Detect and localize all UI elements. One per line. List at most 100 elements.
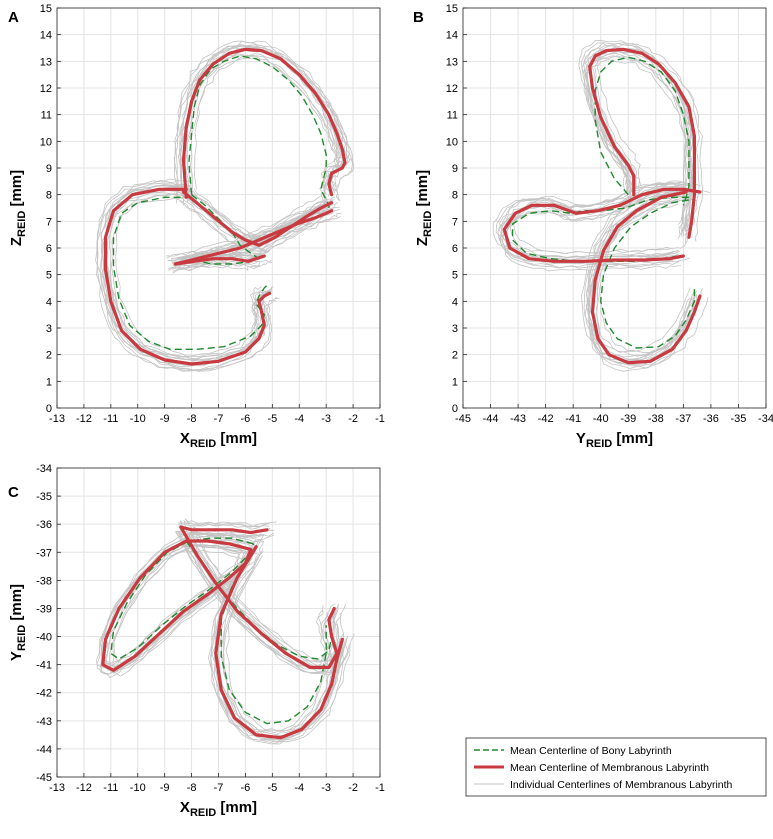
x-tick-label: -39 [620, 413, 636, 425]
x-tick-label: -5 [267, 782, 277, 794]
membranous-mean-centerline [173, 254, 266, 266]
y-tick-label: 13 [446, 56, 458, 68]
x-tick-label: -36 [703, 413, 719, 425]
individual-centerline [106, 187, 280, 372]
membranous-mean-centerline [588, 47, 696, 239]
y-tick-label: 15 [40, 3, 52, 15]
individual-centerline [499, 182, 697, 258]
y-tick-label: -35 [36, 491, 52, 503]
y-tick-label: 10 [40, 136, 52, 148]
panel-b: -45 -44 -43 -42 -41 -40 -39 -38 -37 -36 -35 -340123… [413, 3, 773, 450]
individual-centerline [501, 196, 686, 268]
membranous-mean-centerline [590, 190, 702, 365]
y-tick-label: 3 [452, 323, 458, 335]
x-axis-title: YREID [mm] [576, 430, 653, 450]
panel-a: -13 -12 -11 -10 -9 -8 -7 -6 -5 -4 -3 -2 -10123456789… [8, 3, 385, 450]
x-tick-label: -10 [130, 782, 146, 794]
individual-centerline [178, 44, 342, 193]
x-tick-label: -13 [49, 413, 65, 425]
x-tick-label: -13 [49, 782, 65, 794]
x-tick-label: -12 [76, 413, 92, 425]
individual-centerline [222, 550, 350, 743]
individual-centerline [188, 531, 344, 674]
x-tick-label: -7 [214, 413, 224, 425]
y-tick-label: 8 [452, 190, 458, 202]
y-tick-label: 13 [40, 56, 52, 68]
x-tick-label: -40 [593, 413, 609, 425]
membranous-mean-centerline [181, 47, 347, 199]
individual-centerline [95, 179, 262, 357]
panel-letter: A [8, 9, 19, 26]
y-tick-label: 1 [46, 376, 52, 388]
y-tick-label: 14 [446, 30, 458, 42]
y-tick-label: -36 [36, 519, 52, 531]
individual-centerline [180, 216, 341, 270]
x-tick-label: -9 [160, 782, 170, 794]
y-tick-label: 3 [46, 323, 52, 335]
y-tick-label: 14 [40, 30, 52, 42]
panel-c: -13 -12 -11 -10 -9 -8 -7 -6 -5 -4 -3 -2 -1 -45 -44 -43 -… [8, 463, 385, 819]
membranous-mean-centerline [179, 525, 339, 669]
individual-centerline [100, 197, 265, 372]
individual-centerline [96, 544, 240, 671]
bony-mean-centerline [220, 557, 327, 725]
x-tick-label: -10 [130, 413, 146, 425]
bony-mean-centerline [594, 56, 690, 206]
y-tick-label: -44 [36, 744, 52, 756]
y-tick-label: -45 [36, 772, 52, 784]
x-tick-label: -43 [510, 413, 526, 425]
membranous-mean-centerline [181, 190, 334, 247]
y-tick-label: 15 [446, 3, 458, 15]
individual-centerline [177, 249, 270, 259]
y-tick-label: 5 [46, 270, 52, 282]
y-tick-label: 9 [452, 163, 458, 175]
y-tick-label: 6 [452, 243, 458, 255]
y-tick-label: -43 [36, 716, 52, 728]
individual-centerline [172, 260, 261, 270]
x-tick-label: -45 [455, 413, 471, 425]
legend: Mean Centerline of Bony Labyrinth Mean Ce… [465, 737, 767, 797]
individual-centerline [175, 531, 331, 674]
axes-frame [462, 7, 767, 409]
x-axis-title: XREID [mm] [180, 430, 257, 450]
individual-centerline [100, 184, 265, 360]
y-axis-title: ZREID [mm] [414, 170, 434, 246]
y-tick-label: -41 [36, 660, 52, 672]
y-tick-label: 7 [46, 216, 52, 228]
individual-centerline [166, 203, 325, 259]
x-tick-label: -1 [375, 413, 385, 425]
individual-centerline [109, 185, 272, 361]
x-tick-label: -11 [103, 782, 118, 794]
y-tick-label: 0 [452, 403, 458, 415]
individual-centerline [225, 548, 347, 733]
membranous-mean-centerline [502, 187, 702, 263]
y-axis-title: ZREID [mm] [8, 170, 28, 246]
y-tick-label: 12 [40, 83, 52, 95]
individual-centerline [111, 193, 276, 372]
legend-label: Mean Centerline of Membranous Labyrinth [510, 762, 709, 774]
y-tick-label: 10 [446, 136, 458, 148]
individual-centerline [184, 537, 330, 670]
individual-centerline [594, 51, 694, 230]
membranous-mean-centerline [214, 545, 344, 740]
y-tick-label: -34 [36, 463, 52, 475]
individual-centerline [183, 40, 351, 195]
y-tick-label: 0 [46, 403, 52, 415]
x-tick-label: -8 [187, 413, 197, 425]
y-tick-label: -40 [36, 632, 52, 644]
x-axis-title: XREID [mm] [180, 799, 257, 819]
x-tick-label: -2 [348, 413, 358, 425]
individual-centerline [179, 57, 340, 206]
individual-centerline [178, 47, 344, 199]
individual-centerline [588, 203, 692, 366]
y-tick-label: 6 [46, 243, 52, 255]
individual-centerline [175, 532, 332, 674]
x-tick-label: -3 [321, 413, 331, 425]
individual-centerline [104, 178, 274, 362]
individual-centerline [210, 554, 333, 739]
legend-label: Mean Centerline of Bony Labyrinth [510, 745, 672, 757]
x-tick-label: -7 [214, 782, 224, 794]
x-tick-label: -4 [294, 782, 304, 794]
y-tick-label: 4 [46, 296, 52, 308]
x-tick-label: -8 [187, 782, 197, 794]
